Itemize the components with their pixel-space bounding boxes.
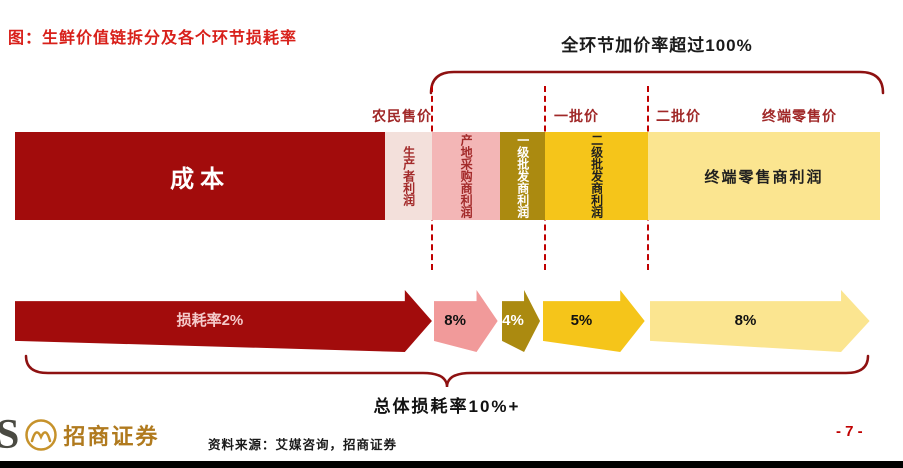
segment-terminal-retailer-profit-label: 终端零售商利润 [704, 168, 824, 186]
bottom-border-strip [0, 461, 903, 468]
loss-arrow-cost: 损耗率2% [15, 290, 432, 352]
segment-first-wholesaler-profit-label: 一级批发商利润 [515, 134, 530, 218]
logo-text: 招商证券 [63, 424, 160, 449]
logo-letter: S [0, 412, 20, 458]
segment-second-wholesaler-profit-label: 二级批发商利润 [589, 134, 604, 218]
loss-arrow-retail-label: 8% [734, 312, 757, 330]
price-label-second-wholesale: 二批价 [656, 108, 701, 124]
loss-arrow-origin-purchase: 8% [433, 290, 498, 352]
loss-rate-arrows: 损耗率2% 8% 4% 5% 8% [15, 290, 880, 352]
segment-origin-purchaser-profit-label: 产地采购商利润 [459, 134, 474, 218]
segment-producer-profit: 生产者利润 [385, 132, 432, 220]
page-number: - 7 - [836, 423, 863, 440]
loss-arrow-first-wholesale-label: 4% [502, 312, 524, 330]
total-markup-annotation: 全环节加价率超过100% [561, 36, 753, 55]
loss-arrow-origin-purchase-label: 8% [444, 312, 466, 330]
value-chain-bar: 成本 生产者利润 产地采购商利润 一级批发商利润 二级批发商利润 终端零售商利润 [15, 132, 880, 220]
source-note: 资料来源：艾媒咨询，招商证券 [208, 438, 398, 452]
segment-origin-purchaser-profit: 产地采购商利润 [431, 132, 501, 220]
loss-arrow-first-wholesale: 4% [501, 290, 541, 352]
segment-cost-label: 成本 [170, 165, 231, 193]
segment-terminal-retailer-profit: 终端零售商利润 [648, 132, 880, 220]
price-label-farmer: 农民售价 [372, 108, 432, 124]
segment-cost: 成本 [15, 132, 386, 220]
figure-title: 图：生鲜价值链拆分及各个环节损耗率 [8, 30, 298, 47]
segment-producer-profit-label: 生产者利润 [401, 146, 416, 206]
price-label-terminal-retail: 终端零售价 [762, 108, 837, 124]
logo-emblem-icon [25, 419, 58, 451]
cms-logo: S 招商证券 [0, 412, 160, 458]
loss-arrow-second-wholesale: 5% [542, 290, 645, 352]
bottom-brace [24, 354, 870, 388]
loss-arrow-second-wholesale-label: 5% [570, 312, 593, 330]
segment-second-wholesaler-profit: 二级批发商利润 [545, 132, 649, 220]
price-label-first-wholesale: 一批价 [554, 108, 599, 124]
segment-first-wholesaler-profit: 一级批发商利润 [500, 132, 546, 220]
overall-loss-annotation: 总体损耗率10%+ [373, 397, 521, 416]
loss-arrow-cost-label: 损耗率2% [176, 312, 244, 330]
top-brace [429, 70, 885, 95]
loss-arrow-retail: 8% [649, 290, 870, 352]
